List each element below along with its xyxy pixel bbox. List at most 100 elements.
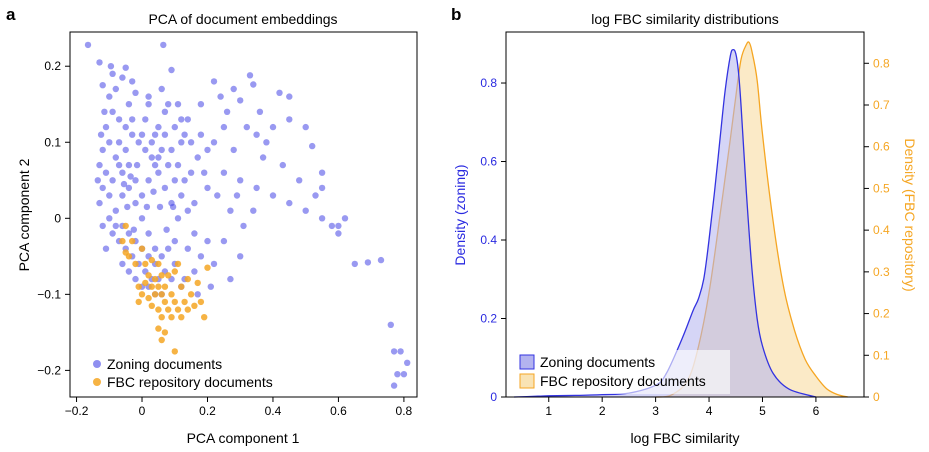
density-x-tick-label: 5: [759, 404, 766, 418]
density-right-y-tick-label: 0: [873, 390, 880, 404]
fbc-point: [151, 291, 159, 298]
density-right-y-tick-label: 0.2: [873, 307, 890, 321]
zoning-point: [106, 93, 113, 100]
fbc-point: [158, 291, 165, 298]
scatter-x-tick-label: 0: [139, 404, 146, 418]
zoning-point: [240, 222, 247, 230]
legend-marker-fbc: [93, 378, 101, 386]
density-legend-swatch-fbc: [519, 373, 535, 389]
zoning-point: [115, 161, 123, 169]
zoning-point: [194, 291, 201, 298]
zoning-point: [204, 146, 211, 154]
scatter-x-axis: −0.2 0 0.2 0.4 0.6 0.8: [65, 397, 413, 418]
density-left-y-tick-label: 0.4: [480, 233, 497, 247]
density-right-y-axis-label: Density (FBC repository): [902, 138, 918, 291]
fbc-point: [145, 272, 152, 279]
zoning-point: [165, 161, 172, 169]
zoning-point: [309, 142, 316, 150]
zoning-point: [397, 348, 404, 355]
fbc-point: [171, 298, 178, 306]
zoning-point: [145, 93, 152, 100]
zoning-point: [171, 177, 178, 184]
zoning-point: [210, 139, 218, 146]
zoning-point: [151, 245, 159, 252]
fbc-point: [161, 329, 169, 336]
zoning-point: [158, 85, 165, 93]
zoning-point: [377, 256, 385, 264]
scatter-plot-frame: [69, 31, 418, 398]
legend-label-zoning: Zoning documents: [107, 356, 222, 372]
zoning-point: [227, 275, 234, 283]
zoning-point: [109, 108, 116, 116]
fbc-point: [165, 272, 172, 279]
scatter-y-tick-label: 0.2: [44, 59, 61, 73]
density-right-y-tick-label: 0.1: [873, 348, 890, 362]
density-x-tick-label: 3: [652, 404, 659, 418]
scatter-y-axis-label: PCA component 2: [16, 158, 32, 271]
fbc-point: [165, 306, 172, 313]
fbc-point: [122, 249, 129, 256]
zoning-point: [99, 222, 106, 230]
zoning-point: [246, 72, 254, 79]
scatter-y-tick-label: −0.2: [37, 363, 61, 377]
zoning-point: [129, 116, 136, 123]
scatter-chart-title: PCA of document embeddings: [148, 11, 337, 27]
fbc-point: [181, 298, 188, 306]
fbc-point: [161, 283, 169, 290]
zoning-point: [96, 59, 103, 66]
zoning-point: [155, 123, 162, 131]
fbc-point: [155, 283, 162, 290]
density-legend-swatch-zoning: [519, 354, 535, 370]
zoning-point: [161, 184, 169, 192]
zoning-density-area: [514, 49, 816, 397]
zoning-point: [233, 192, 241, 199]
fbc-point: [158, 272, 165, 279]
zoning-point: [243, 123, 250, 131]
fbc-point: [168, 291, 175, 298]
zoning-point: [109, 70, 116, 78]
zoning-point: [112, 207, 120, 214]
density-right-y-tick-label: 0.7: [873, 98, 890, 112]
fbc-point: [145, 294, 152, 302]
zoning-point: [220, 237, 228, 245]
zoning-point: [351, 260, 358, 268]
zoning-point: [178, 192, 185, 199]
zoning-point: [220, 169, 228, 176]
zoning-point: [132, 199, 139, 207]
density-legend-label-zoning: Zoning documents: [540, 354, 655, 370]
zoning-point: [125, 184, 133, 192]
zoning-point: [250, 81, 257, 88]
zoning-point: [155, 169, 162, 176]
zoning-point: [97, 131, 105, 138]
zoning-point: [187, 139, 195, 146]
zoning-point: [135, 139, 142, 146]
scatter-x-tick-label: 0.4: [265, 404, 282, 418]
zoning-point: [217, 93, 224, 100]
density-chart-title: log FBC similarity distributions: [591, 11, 779, 27]
density-plot-frame: [505, 31, 865, 398]
zoning-density-line: [513, 48, 817, 398]
zoning-point: [119, 192, 126, 199]
zoning-point: [253, 184, 260, 192]
zoning-point: [156, 203, 164, 211]
fbc-point: [204, 264, 211, 271]
zoning-point: [184, 245, 191, 252]
zoning-point: [132, 177, 139, 184]
zoning-point: [138, 215, 146, 222]
zoning-point: [197, 253, 205, 260]
zoning-point: [125, 161, 133, 169]
fbc-point: [174, 306, 182, 313]
zoning-point: [148, 139, 155, 146]
fbc-point: [171, 268, 178, 275]
zoning-point: [214, 192, 221, 199]
zoning-point: [102, 123, 110, 131]
zoning-point: [286, 93, 293, 100]
zoning-point: [210, 260, 218, 268]
zoning-point: [302, 207, 309, 214]
zoning-point: [151, 161, 159, 169]
zoning-point: [169, 203, 177, 211]
density-left-y-tick-label: 0.8: [480, 76, 497, 90]
zoning-point: [161, 131, 169, 138]
zoning-point: [125, 230, 133, 237]
